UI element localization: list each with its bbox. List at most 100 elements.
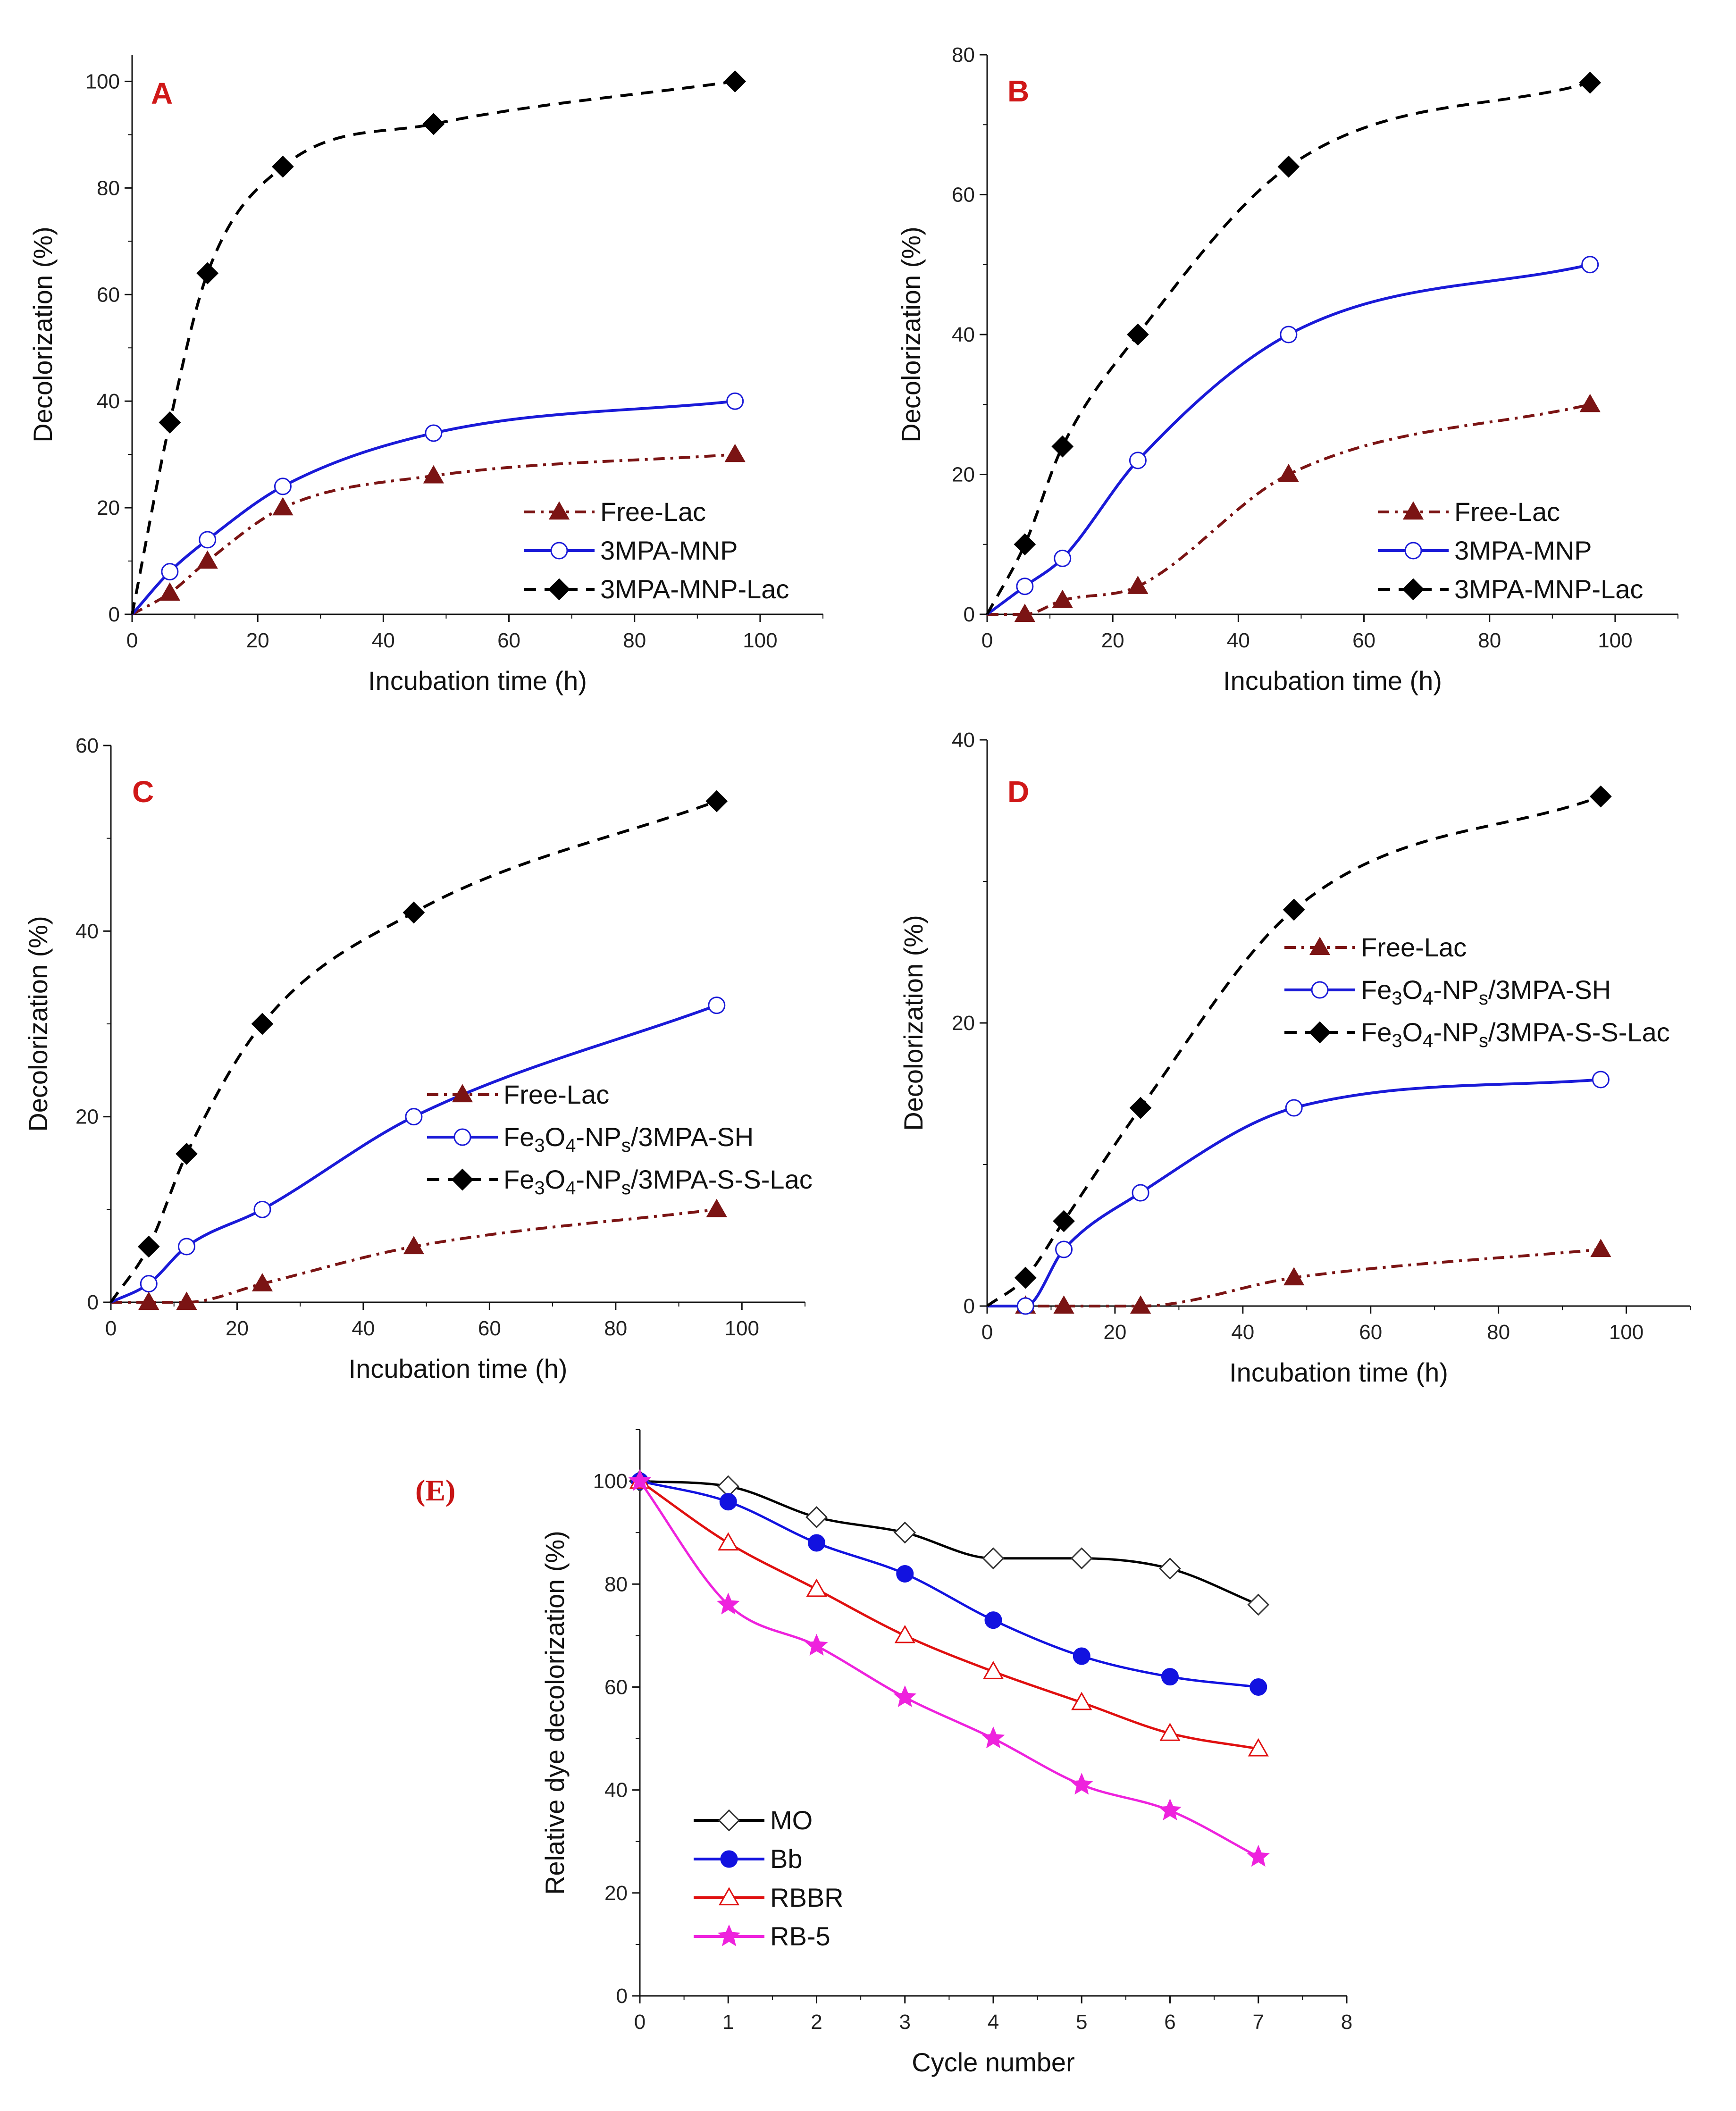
panel-label: C	[132, 775, 154, 809]
legend: MO Bb RBBR RB-5	[694, 1805, 844, 1951]
data-point	[1129, 452, 1147, 469]
legend-label: 3MPA-MNP-Lac	[1454, 574, 1643, 604]
data-point	[423, 465, 444, 484]
series-free-lac	[987, 1239, 1611, 1314]
y-tick-label: 60	[604, 1675, 628, 1699]
y-tick-label: 40	[97, 390, 120, 413]
y-tick-label: 0	[87, 1291, 99, 1314]
data-point	[1589, 785, 1612, 808]
y-tick-label: 40	[75, 920, 99, 943]
y-axis-title: Relative dye decolorization (%)	[540, 1531, 570, 1895]
y-tick-label: 100	[593, 1470, 628, 1493]
data-point	[719, 1493, 737, 1511]
data-point	[159, 411, 181, 434]
series-fe3o4-nps-3mpa-sh	[987, 1071, 1610, 1315]
legend-text-part: O	[545, 1122, 566, 1152]
data-point	[1277, 155, 1300, 178]
legend-label: Bb	[770, 1844, 803, 1874]
data-point	[1127, 323, 1149, 346]
legend-marker	[1308, 1021, 1331, 1044]
y-tick-label: 0	[964, 1295, 975, 1318]
legend-text-part: /3MPA-SH	[631, 1122, 754, 1152]
legend-subscript: 3	[534, 1135, 545, 1156]
legend-marker	[451, 1168, 474, 1191]
data-point	[896, 1565, 914, 1583]
series-line	[987, 403, 1591, 616]
legend-marker	[1404, 542, 1422, 560]
legend-marker	[1311, 981, 1329, 999]
data-point	[1159, 1723, 1181, 1741]
x-tick-label: 100	[743, 629, 777, 652]
data-point	[894, 1521, 916, 1544]
data-point	[422, 113, 445, 135]
series-free-lac	[987, 394, 1601, 622]
data-point	[405, 1108, 423, 1126]
x-axis-title: Incubation time (h)	[1223, 666, 1442, 695]
data-point	[1278, 463, 1299, 482]
series-line	[639, 1480, 1259, 1750]
x-tick-label: 0	[981, 1321, 993, 1344]
data-point	[716, 1592, 740, 1615]
legend-marker	[1402, 578, 1425, 601]
series-line	[110, 1004, 717, 1304]
data-point	[251, 1013, 274, 1035]
data-point	[984, 1611, 1002, 1629]
series-line	[131, 453, 735, 616]
legend-label: 3MPA-MNP	[1454, 536, 1592, 565]
data-point	[1250, 1678, 1267, 1696]
data-point	[1054, 549, 1072, 567]
legend-text-part: Fe	[503, 1164, 534, 1194]
legend-marker	[452, 1084, 473, 1103]
x-tick-label: 20	[1101, 629, 1124, 652]
x-tick-label: 80	[1478, 629, 1501, 652]
data-point	[1127, 576, 1149, 594]
data-point	[1159, 1558, 1181, 1580]
data-point	[197, 550, 218, 569]
panel-label: A	[151, 76, 173, 110]
data-point	[981, 1726, 1005, 1749]
legend-label: Fe3O4-NPs/3MPA-S-S-Lac	[1361, 1017, 1670, 1051]
x-tick-label: 40	[1231, 1321, 1254, 1344]
data-point	[1052, 589, 1073, 608]
legend-label: Fe3O4-NPs/3MPA-S-S-Lac	[503, 1164, 813, 1198]
data-point	[805, 1506, 828, 1528]
data-point	[403, 901, 425, 924]
legend-marker	[548, 501, 570, 520]
legend-text-part: -NP	[576, 1122, 621, 1152]
data-point	[272, 497, 294, 516]
legend-label: Free-Lac	[1454, 497, 1560, 527]
legend-text-part: -NP	[1433, 1017, 1478, 1047]
series-fe3o4-nps-3mpa-s-s-lac	[986, 785, 1612, 1307]
y-axis-title: Decolorization (%)	[28, 226, 58, 443]
legend-label: Fe3O4-NPs/3MPA-SH	[1361, 975, 1611, 1009]
x-axis-title: Incubation time (h)	[349, 1354, 568, 1383]
legend-text-part: /3MPA-S-S-Lac	[1488, 1017, 1670, 1047]
data-point	[137, 1235, 160, 1258]
data-point	[1016, 578, 1034, 595]
legend-marker	[718, 1887, 740, 1906]
panel-label: B	[1007, 74, 1029, 108]
legend-text-part: Fe	[1361, 1017, 1392, 1047]
y-tick-label: 20	[75, 1106, 99, 1129]
data-point	[176, 1291, 197, 1310]
legend-marker	[720, 1850, 738, 1868]
panel-d: 0 20 40 60 80 100 0 20 40 Incubation time (h) Deco…	[898, 729, 1691, 1387]
series-3mpa-mnp-lac	[986, 71, 1602, 615]
data-point	[1016, 1297, 1034, 1315]
data-point	[1161, 1668, 1179, 1686]
legend-label: RB-5	[770, 1921, 830, 1951]
panel-b: 0 20 40 60 80 100 0 20 40 60 80 Incubation time (h)…	[896, 43, 1678, 695]
data-point	[1014, 533, 1036, 556]
data-point	[1592, 1071, 1610, 1089]
data-point	[1073, 1647, 1090, 1665]
legend-subscript: 3	[1392, 1030, 1402, 1051]
data-point	[140, 1275, 158, 1293]
data-point	[982, 1547, 1005, 1570]
data-point	[1130, 1295, 1151, 1314]
x-tick-label: 2	[811, 2010, 822, 2034]
y-tick-label: 40	[952, 323, 975, 346]
data-point	[199, 531, 217, 549]
panel-a: 0 20 40 60 80 100 0 20 40 60 80 100 Incubation time …	[28, 55, 823, 695]
panel-c: 0 20 40 60 80 100 0 20 40 60 Incubation time (h) De…	[23, 734, 813, 1383]
panel-label: (E)	[415, 1474, 455, 1507]
